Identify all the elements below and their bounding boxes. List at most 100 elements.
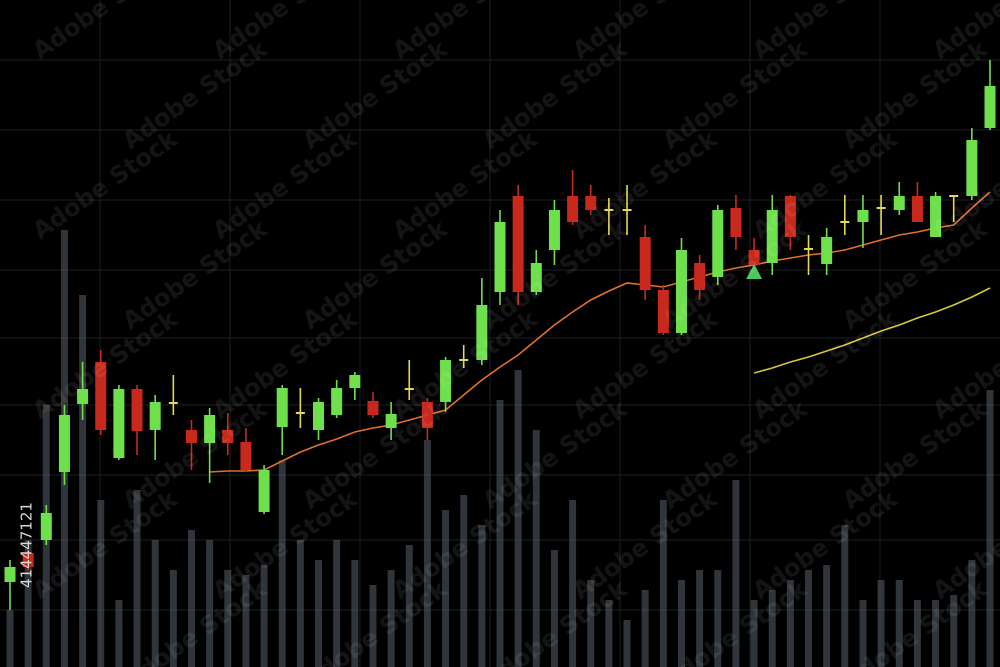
candle-body (911, 196, 923, 222)
candle-body (857, 210, 869, 222)
candle-body (240, 442, 252, 470)
volume-bar (115, 600, 123, 667)
candle-body (712, 210, 724, 277)
candle-body (459, 359, 469, 361)
candle-body (804, 248, 814, 250)
moving-average-line (753, 287, 991, 374)
candle-body (567, 196, 579, 222)
volume-bar (532, 430, 540, 667)
candle-body (622, 209, 632, 211)
candle-body (730, 208, 742, 237)
volume-bar (24, 540, 32, 667)
candle-body (966, 140, 978, 196)
volume-bar (659, 500, 667, 667)
volume-bar (641, 590, 649, 667)
candle-body (476, 305, 488, 360)
candle-body (22, 553, 34, 567)
volume-bar (333, 540, 341, 667)
volume-bar (242, 575, 250, 667)
candle-body (784, 196, 796, 237)
candle-body (113, 389, 125, 458)
volume-bar (623, 620, 631, 667)
line-layer (209, 191, 991, 473)
candle-body (131, 389, 143, 431)
candle-body (494, 222, 506, 292)
candle-body (385, 414, 397, 428)
candle-body (694, 263, 706, 290)
candle-body (512, 196, 524, 292)
volume-bar (605, 600, 613, 667)
candle-body (748, 250, 760, 265)
candle-body (639, 237, 651, 290)
volume-bar (786, 580, 794, 667)
volume-bar (187, 530, 195, 667)
candle-body (258, 470, 270, 512)
candle-body (984, 86, 996, 128)
candle-body (821, 237, 833, 264)
candle-body (949, 195, 959, 197)
volume-bar (478, 525, 486, 667)
stock-id: 414447121 (18, 502, 36, 588)
volume-bar (387, 570, 395, 667)
candle-body (222, 430, 234, 443)
volume-bar (932, 600, 940, 667)
candle-body (930, 196, 942, 237)
volume-bar (514, 370, 522, 667)
volume-bar (805, 570, 813, 667)
candle-body (168, 402, 178, 404)
volume-bar (315, 560, 323, 667)
volume-bar (405, 545, 413, 667)
volume-bar (677, 580, 685, 667)
volume-bar (968, 560, 976, 667)
candle-body (604, 209, 614, 211)
volume-bar (79, 295, 87, 667)
moving-average-line (209, 191, 991, 473)
volume-bar (442, 510, 450, 667)
candle-body (77, 389, 89, 404)
volume-bar (151, 540, 159, 667)
volume-bar (569, 500, 577, 667)
volume-bar (369, 585, 377, 667)
volume-bar (859, 600, 867, 667)
candle-body (404, 388, 414, 390)
candle-body (149, 402, 161, 430)
candle-body (95, 362, 107, 430)
volume-bar (169, 570, 177, 667)
volume-bar (550, 550, 558, 667)
candle-body (295, 412, 305, 414)
candle-body (276, 388, 288, 427)
candle-body (440, 360, 452, 402)
candle-body (40, 513, 52, 540)
volume-bar (97, 500, 105, 667)
candle-body (675, 250, 687, 333)
volume-bar (423, 440, 431, 667)
volume-bar (351, 560, 359, 667)
candle-body (585, 196, 597, 210)
volume-bar (587, 580, 595, 667)
volume-bar (6, 610, 14, 667)
candle-body (530, 263, 542, 292)
volume-bar (841, 525, 849, 667)
candle-body (4, 567, 16, 582)
candle-body (185, 430, 197, 443)
candle-body (840, 221, 850, 223)
volume-bar (877, 580, 885, 667)
volume-bar (133, 490, 141, 667)
volume-bar (732, 480, 740, 667)
candle-body (766, 210, 778, 263)
volume-bar (696, 570, 704, 667)
volume-bar (206, 540, 214, 667)
volume-bar (496, 400, 504, 667)
candle-body (331, 388, 343, 415)
candle-body (893, 196, 905, 210)
candle-body (548, 210, 560, 250)
candle-body (313, 402, 325, 430)
volume-bar (895, 580, 903, 667)
volume-bar (986, 390, 994, 667)
volume-bar (913, 600, 921, 667)
candle-body (367, 401, 379, 415)
volume-bar (278, 460, 286, 667)
volume-bar (224, 570, 232, 667)
